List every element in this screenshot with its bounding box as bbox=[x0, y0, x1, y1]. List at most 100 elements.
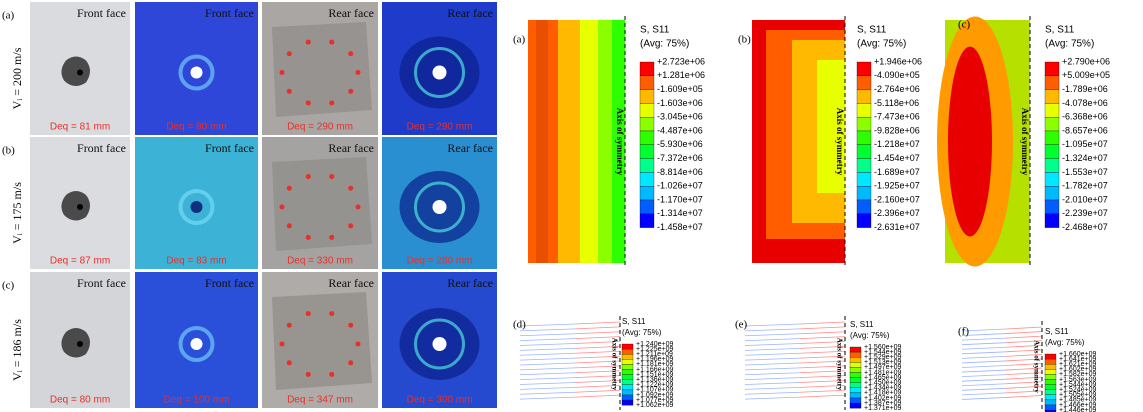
stress-line bbox=[520, 397, 575, 399]
hole-center bbox=[77, 341, 83, 347]
marker-dot bbox=[348, 186, 353, 191]
stress-line bbox=[520, 329, 575, 331]
legend-swatch bbox=[857, 62, 871, 76]
stress-line bbox=[745, 339, 800, 341]
legend-swatch bbox=[1045, 103, 1059, 117]
marker-dot bbox=[348, 323, 353, 328]
legend-swatch bbox=[1045, 159, 1059, 173]
legend-swatch bbox=[640, 159, 654, 173]
legend-value: -2.160e+07 bbox=[874, 194, 920, 204]
marker-dot bbox=[329, 235, 334, 240]
stress-core bbox=[191, 338, 203, 350]
legend-value: -3.045e+06 bbox=[657, 112, 703, 122]
legend-value: -1.454e+07 bbox=[874, 153, 920, 163]
stress-line bbox=[962, 384, 1006, 386]
legend-value: -1.095e+07 bbox=[1062, 139, 1108, 149]
contour-band bbox=[580, 20, 598, 263]
legend-swatch bbox=[622, 400, 633, 405]
face-caption: Front face bbox=[77, 276, 126, 290]
deq-label: Deq = 290 mm bbox=[287, 122, 353, 133]
marker-dot bbox=[306, 372, 311, 377]
legend-value: -1.324e+07 bbox=[1062, 153, 1108, 163]
face-caption: Rear face bbox=[328, 141, 374, 155]
marker-dot bbox=[329, 372, 334, 377]
legend-swatch bbox=[1045, 380, 1056, 385]
panel-label: (b) bbox=[738, 34, 751, 46]
stress-line bbox=[962, 366, 1006, 368]
legend-value: -2.468e+07 bbox=[1062, 222, 1108, 232]
legend-swatch bbox=[857, 159, 871, 173]
face-caption: Rear face bbox=[447, 276, 493, 290]
legend-title: S, S11 bbox=[1045, 327, 1069, 336]
legend-subtitle: (Avg: 75%) bbox=[640, 39, 689, 50]
legend-swatch bbox=[857, 103, 871, 117]
stress-core bbox=[433, 66, 447, 80]
legend-swatch bbox=[622, 354, 633, 359]
marker-dot bbox=[280, 70, 285, 75]
legend-swatch bbox=[1045, 364, 1056, 369]
legend-swatch bbox=[850, 378, 861, 383]
legend-value: -1.609e+05 bbox=[657, 84, 703, 94]
legend-swatch bbox=[640, 90, 654, 104]
legend-swatch bbox=[1045, 172, 1059, 186]
legend-title: S, S11 bbox=[622, 317, 646, 326]
stress-line bbox=[520, 392, 575, 394]
rear-damage bbox=[272, 157, 372, 251]
face-caption: Front face bbox=[205, 141, 254, 155]
legend-value: -5.118e+06 bbox=[874, 98, 919, 108]
velocity-label: Vᵢ = 186 m/s bbox=[10, 319, 24, 381]
legend-swatch bbox=[640, 186, 654, 200]
legend-subtitle: (Avg: 75%) bbox=[622, 328, 662, 337]
stress-line bbox=[962, 370, 1006, 372]
legend-swatch bbox=[857, 90, 871, 104]
legend-swatch bbox=[850, 383, 861, 388]
deq-label: Deq = 83 mm bbox=[166, 256, 226, 267]
axis-label: Axis of symmetry bbox=[615, 108, 625, 176]
velocity-label: Vᵢ = 200 m/s bbox=[10, 47, 24, 109]
stress-line bbox=[962, 379, 1006, 381]
face-caption: Rear face bbox=[447, 141, 493, 155]
legend-swatch bbox=[1045, 359, 1056, 364]
legend-value: -2.396e+07 bbox=[874, 208, 920, 218]
axis-label: Axis of symmetry bbox=[1032, 340, 1040, 393]
stress-line bbox=[745, 392, 800, 394]
legend-subtitle: (Avg: 75%) bbox=[850, 331, 890, 340]
contour-plot bbox=[745, 322, 845, 399]
legend-swatch bbox=[1045, 90, 1059, 104]
hole-center bbox=[77, 204, 83, 210]
legend-swatch bbox=[1045, 374, 1056, 379]
marker-dot bbox=[287, 223, 292, 228]
stress-line bbox=[745, 329, 800, 331]
stress-line bbox=[962, 361, 1006, 363]
stress-line bbox=[520, 378, 575, 380]
contour-plot bbox=[520, 322, 620, 399]
marker-dot bbox=[348, 360, 353, 365]
velocity-label: Vᵢ = 175 m/s bbox=[10, 182, 24, 244]
legend-value: -4.078e+06 bbox=[1062, 98, 1108, 108]
legend-swatch bbox=[857, 172, 871, 186]
face-caption: Rear face bbox=[328, 6, 374, 20]
legend-value: -8.814e+06 bbox=[657, 167, 703, 177]
stress-line bbox=[520, 348, 575, 350]
legend-swatch bbox=[640, 103, 654, 117]
stress-line bbox=[575, 332, 620, 334]
stress-line bbox=[520, 334, 575, 336]
deq-label: Deq = 330 mm bbox=[287, 256, 353, 267]
stress-line bbox=[962, 343, 1006, 345]
legend-value: +1.281e+06 bbox=[657, 70, 705, 80]
stress-line bbox=[745, 368, 800, 370]
marker-dot bbox=[348, 51, 353, 56]
legend-value: -6.368e+06 bbox=[1062, 112, 1108, 122]
stress-line bbox=[962, 347, 1006, 349]
legend-value: +1.371e+09 bbox=[864, 405, 901, 412]
legend-swatch bbox=[857, 117, 871, 131]
legend-swatch bbox=[857, 214, 871, 228]
legend-swatch bbox=[640, 200, 654, 214]
damage-hole bbox=[61, 191, 90, 221]
legend-swatch bbox=[640, 76, 654, 90]
deq-label: Deq = 280 mm bbox=[407, 256, 473, 267]
panel-label: (a) bbox=[513, 34, 526, 46]
row-label: (a) bbox=[2, 10, 15, 22]
stress-line bbox=[745, 324, 800, 326]
legend-value: -1.689e+07 bbox=[874, 167, 920, 177]
